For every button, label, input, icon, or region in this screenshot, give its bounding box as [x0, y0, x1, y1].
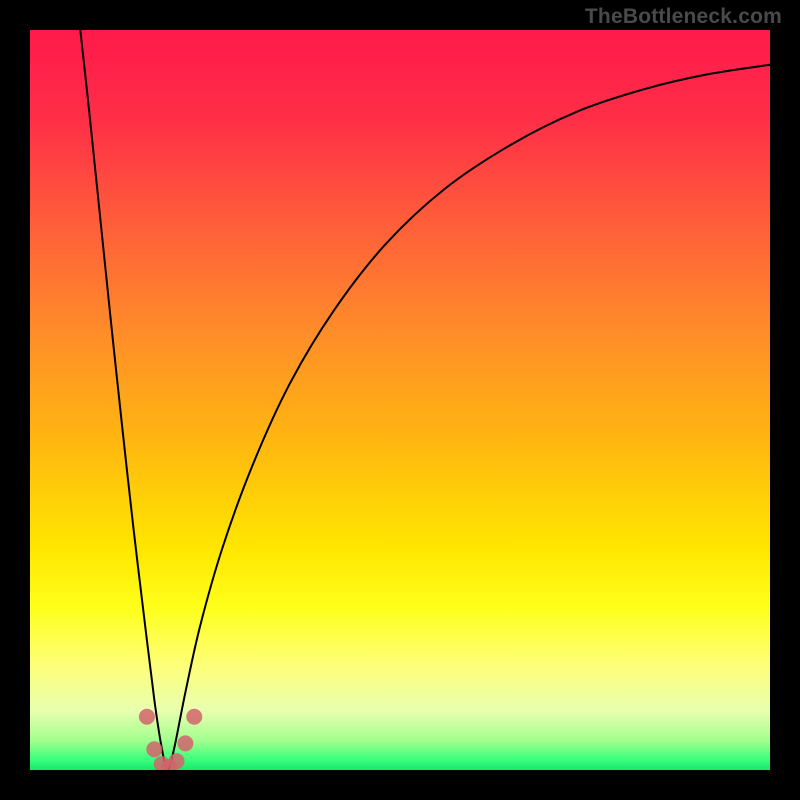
watermark-text: TheBottleneck.com	[585, 5, 782, 29]
bottleneck-curve	[80, 30, 770, 770]
curve-layer	[30, 30, 770, 770]
curve-marker	[186, 709, 202, 725]
curve-marker	[177, 735, 193, 751]
curve-marker	[139, 709, 155, 725]
curve-marker	[146, 741, 162, 757]
chart-frame: TheBottleneck.com	[0, 0, 800, 800]
curve-marker	[169, 753, 185, 769]
marker-group	[139, 709, 202, 770]
plot-area	[30, 30, 770, 770]
